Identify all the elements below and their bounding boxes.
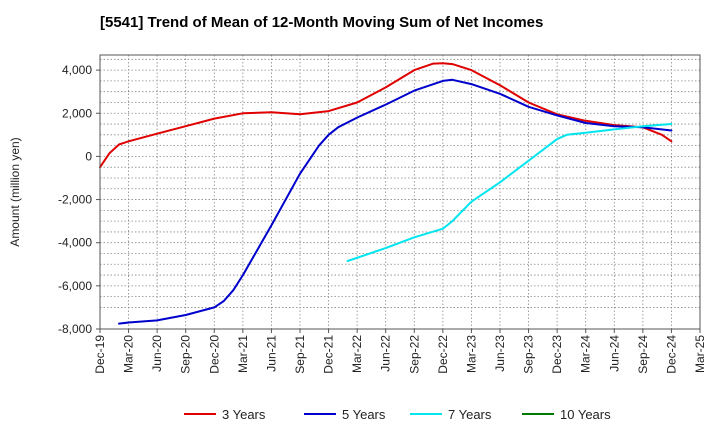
plot-border bbox=[99, 54, 701, 330]
x-tick-label: Dec-19 bbox=[93, 335, 107, 374]
plot-background bbox=[100, 55, 700, 329]
x-tick-label: Sep-23 bbox=[522, 335, 536, 374]
legend: 3 Years 5 Years 7 Years 10 Years bbox=[184, 407, 611, 422]
x-tick-label: Sep-24 bbox=[636, 335, 650, 374]
x-tick-label: Mar-24 bbox=[579, 335, 593, 373]
x-tick-label: Mar-21 bbox=[236, 335, 250, 373]
series-line-2 bbox=[118, 78, 673, 325]
x-tick-label: Mar-22 bbox=[350, 335, 364, 373]
legend-label-4: 10 Years bbox=[560, 407, 611, 422]
series-lines bbox=[99, 62, 673, 325]
x-tick-label: Sep-22 bbox=[407, 335, 421, 374]
y-tick-label: 4,000 bbox=[62, 63, 92, 77]
legend-label-3: 7 Years bbox=[448, 407, 492, 422]
plot-area bbox=[100, 55, 700, 329]
axes bbox=[96, 54, 701, 333]
x-tick-label: Mar-20 bbox=[122, 335, 136, 373]
x-tick-label: Dec-20 bbox=[207, 335, 221, 374]
x-tick-label: Jun-22 bbox=[379, 335, 393, 372]
y-tick-label: 0 bbox=[85, 149, 92, 163]
y-tick-labels: 4,000 2,000 0 -2,000 -4,000 -6,000 -8,000 bbox=[58, 63, 92, 336]
y-tick-label: 2,000 bbox=[62, 106, 92, 120]
y-tick-label: -4,000 bbox=[58, 236, 92, 250]
legend-label-2: 5 Years bbox=[342, 407, 386, 422]
x-tick-label: Sep-21 bbox=[293, 335, 307, 374]
y-tick-label: -6,000 bbox=[58, 279, 92, 293]
series-line-3 bbox=[346, 123, 673, 262]
y-tick-label: -2,000 bbox=[58, 193, 92, 207]
x-tick-label: Jun-24 bbox=[607, 335, 621, 372]
y-axis-label: Amount (million yen) bbox=[8, 137, 22, 246]
chart-title: [5541] Trend of Mean of 12-Month Moving … bbox=[100, 14, 544, 31]
x-tick-label: Jun-20 bbox=[150, 335, 164, 372]
legend-label-1: 3 Years bbox=[222, 407, 266, 422]
x-tick-label: Dec-23 bbox=[550, 335, 564, 374]
x-tick-label: Sep-20 bbox=[179, 335, 193, 374]
x-tick-label: Jun-23 bbox=[493, 335, 507, 372]
x-tick-label: Jun-21 bbox=[264, 335, 278, 372]
series-line-1 bbox=[99, 62, 673, 169]
x-tick-label: Dec-24 bbox=[664, 335, 678, 374]
y-tick-label: -8,000 bbox=[58, 322, 92, 336]
x-tick-label: Mar-25 bbox=[693, 335, 707, 373]
x-tick-label: Dec-22 bbox=[436, 335, 450, 374]
x-tick-labels: Dec-19 Mar-20 Jun-20 Sep-20 Dec-20 Mar-21 Jun-… bbox=[93, 335, 707, 374]
x-tick-label: Mar-23 bbox=[464, 335, 478, 373]
x-tick-label: Dec-21 bbox=[322, 335, 336, 374]
